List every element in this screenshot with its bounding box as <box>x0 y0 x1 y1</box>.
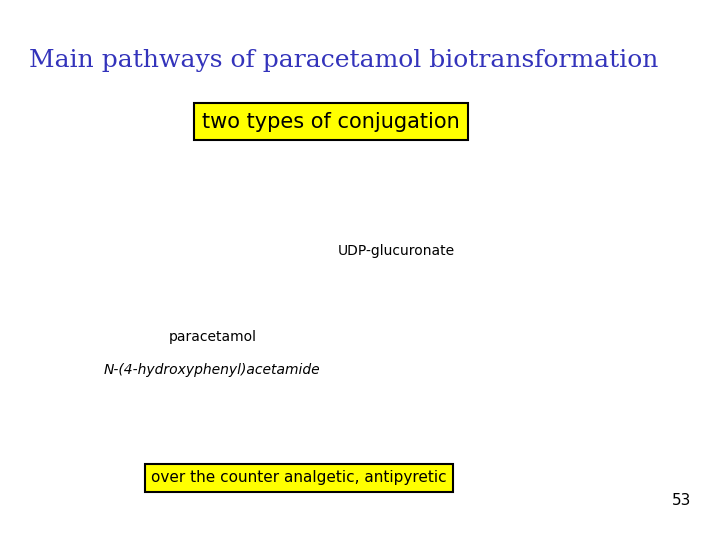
Text: paracetamol: paracetamol <box>168 330 256 345</box>
Text: over the counter analgetic, antipyretic: over the counter analgetic, antipyretic <box>151 470 446 485</box>
Text: two types of conjugation: two types of conjugation <box>202 111 460 132</box>
Text: N-(4-hydroxyphenyl)acetamide: N-(4-hydroxyphenyl)acetamide <box>104 363 320 377</box>
Text: 53: 53 <box>672 492 691 508</box>
Text: UDP-glucuronate: UDP-glucuronate <box>338 244 454 258</box>
Text: Main pathways of paracetamol biotransformation: Main pathways of paracetamol biotransfor… <box>29 49 658 72</box>
